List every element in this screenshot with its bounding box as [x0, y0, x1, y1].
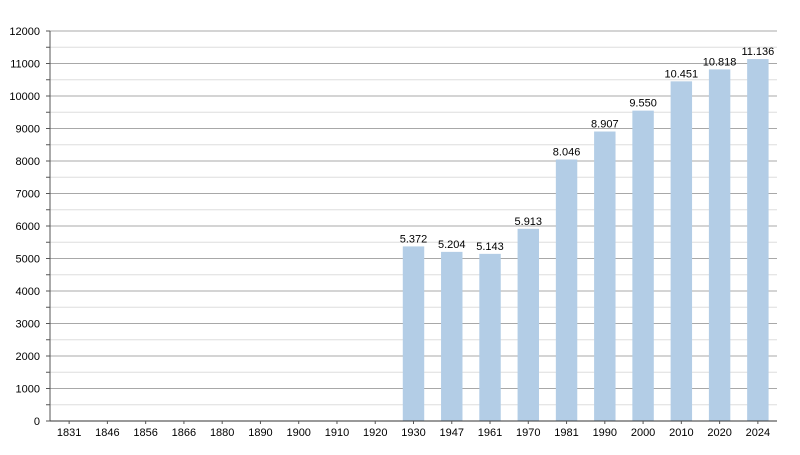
x-tick-label: 2020 — [707, 427, 731, 439]
bar — [441, 251, 463, 421]
y-tick-label: 3000 — [16, 319, 40, 331]
y-tick-label: 9000 — [16, 124, 40, 136]
x-tick-label: 2000 — [631, 427, 655, 439]
y-tick-label: 12000 — [9, 26, 40, 38]
data-label: 10.451 — [665, 68, 699, 80]
data-label: 8.907 — [591, 119, 619, 131]
y-tick-label: 1000 — [16, 384, 40, 396]
bar — [747, 59, 769, 422]
x-tick-label: 1846 — [95, 427, 119, 439]
x-tick-label: 1990 — [593, 427, 617, 439]
x-tick-label: 1981 — [554, 427, 578, 439]
x-tick-label: 1856 — [133, 427, 157, 439]
data-label: 5.204 — [438, 239, 466, 251]
x-tick-label: 1970 — [516, 427, 540, 439]
x-tick-label: 1831 — [57, 427, 81, 439]
bar — [708, 69, 731, 421]
data-label: 9.550 — [629, 98, 657, 110]
x-tick-label: 2024 — [746, 427, 770, 439]
x-tick-label: 1961 — [478, 427, 502, 439]
bar — [555, 159, 578, 421]
x-tick-label: 2010 — [669, 427, 693, 439]
x-tick-label: 1930 — [401, 427, 425, 439]
y-tick-label: 4000 — [16, 286, 40, 298]
x-tick-label: 1890 — [248, 427, 272, 439]
x-tick-label: 1880 — [210, 427, 234, 439]
data-label: 5.372 — [400, 233, 428, 245]
bar — [517, 228, 540, 421]
bars — [402, 59, 769, 422]
x-tick-label: 1920 — [363, 427, 387, 439]
bar — [632, 110, 654, 421]
bar — [402, 246, 425, 421]
y-tick-label: 8000 — [16, 156, 40, 168]
bar — [479, 253, 501, 421]
data-label: 8.046 — [553, 147, 581, 159]
y-tick-label: 7000 — [16, 189, 40, 201]
y-tick-label: 10000 — [9, 91, 40, 103]
y-tick-label: 2000 — [16, 351, 40, 363]
bar — [670, 81, 693, 421]
x-tick-label: 1947 — [440, 427, 464, 439]
y-tick-label: 5000 — [16, 254, 40, 266]
axes — [46, 30, 777, 424]
y-tick-label: 0 — [34, 416, 40, 428]
bar — [594, 131, 616, 421]
y-tick-labels: 0 1000 2000 3000 4000 5000 6000 7000 8000 9000 100… — [9, 26, 40, 428]
data-label: 5.143 — [476, 241, 504, 253]
y-tick-label: 11000 — [10, 59, 40, 71]
y-tick-label: 6000 — [16, 221, 40, 233]
data-label: 5.913 — [515, 216, 543, 228]
grid-lines — [50, 30, 777, 406]
data-label: 11.136 — [741, 46, 774, 58]
x-tick-label: 1866 — [172, 427, 196, 439]
data-labels: 5.372 5.204 5.143 5.913 8.046 8.907 9.550 10.45… — [400, 46, 775, 253]
x-tick-label: 1900 — [286, 427, 310, 439]
x-tick-label: 1910 — [325, 427, 349, 439]
x-tick-labels: 1831 1846 1856 1866 1880 1890 1900 1910 1920 1930… — [57, 427, 770, 439]
data-label: 10.818 — [703, 56, 737, 68]
